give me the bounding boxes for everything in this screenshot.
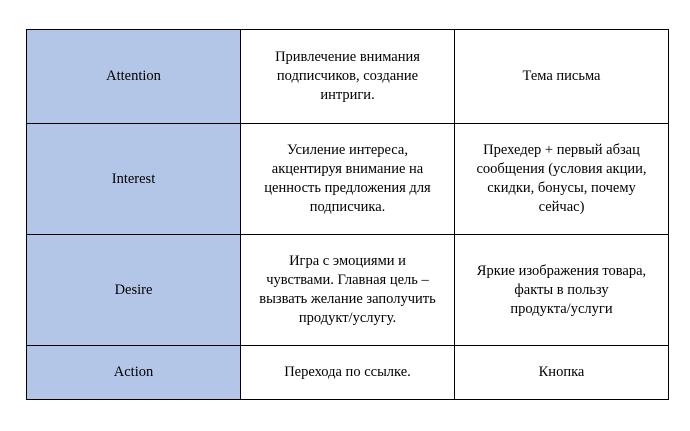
element-cell: Кнопка	[454, 345, 669, 400]
goal-cell: Привлечение внимания подписчиков, создан…	[240, 29, 455, 124]
stage-cell: Action	[26, 345, 241, 400]
table-row-interest: Interest Усиление интереса, акцентируя в…	[26, 123, 669, 235]
goal-cell: Усиление интереса, акцентируя внимание н…	[240, 123, 455, 235]
table-row-desire: Desire Игра с эмоциями и чувствами. Глав…	[26, 234, 669, 346]
stage-cell: Attention	[26, 29, 241, 124]
element-cell: Тема письма	[454, 29, 669, 124]
stage-cell: Interest	[26, 123, 241, 235]
element-cell: Яркие изображения товара, факты в пользу…	[454, 234, 669, 346]
table-row-action: Action Перехода по ссылке. Кнопка	[26, 345, 669, 400]
stage-cell: Desire	[26, 234, 241, 346]
goal-cell: Игра с эмоциями и чувствами. Главная цел…	[240, 234, 455, 346]
element-cell: Прехедер + первый абзац сообщения (услов…	[454, 123, 669, 235]
aida-table: Attention Привлечение внимания подписчик…	[26, 29, 669, 400]
goal-cell: Перехода по ссылке.	[240, 345, 455, 400]
table-row-attention: Attention Привлечение внимания подписчик…	[26, 29, 669, 124]
